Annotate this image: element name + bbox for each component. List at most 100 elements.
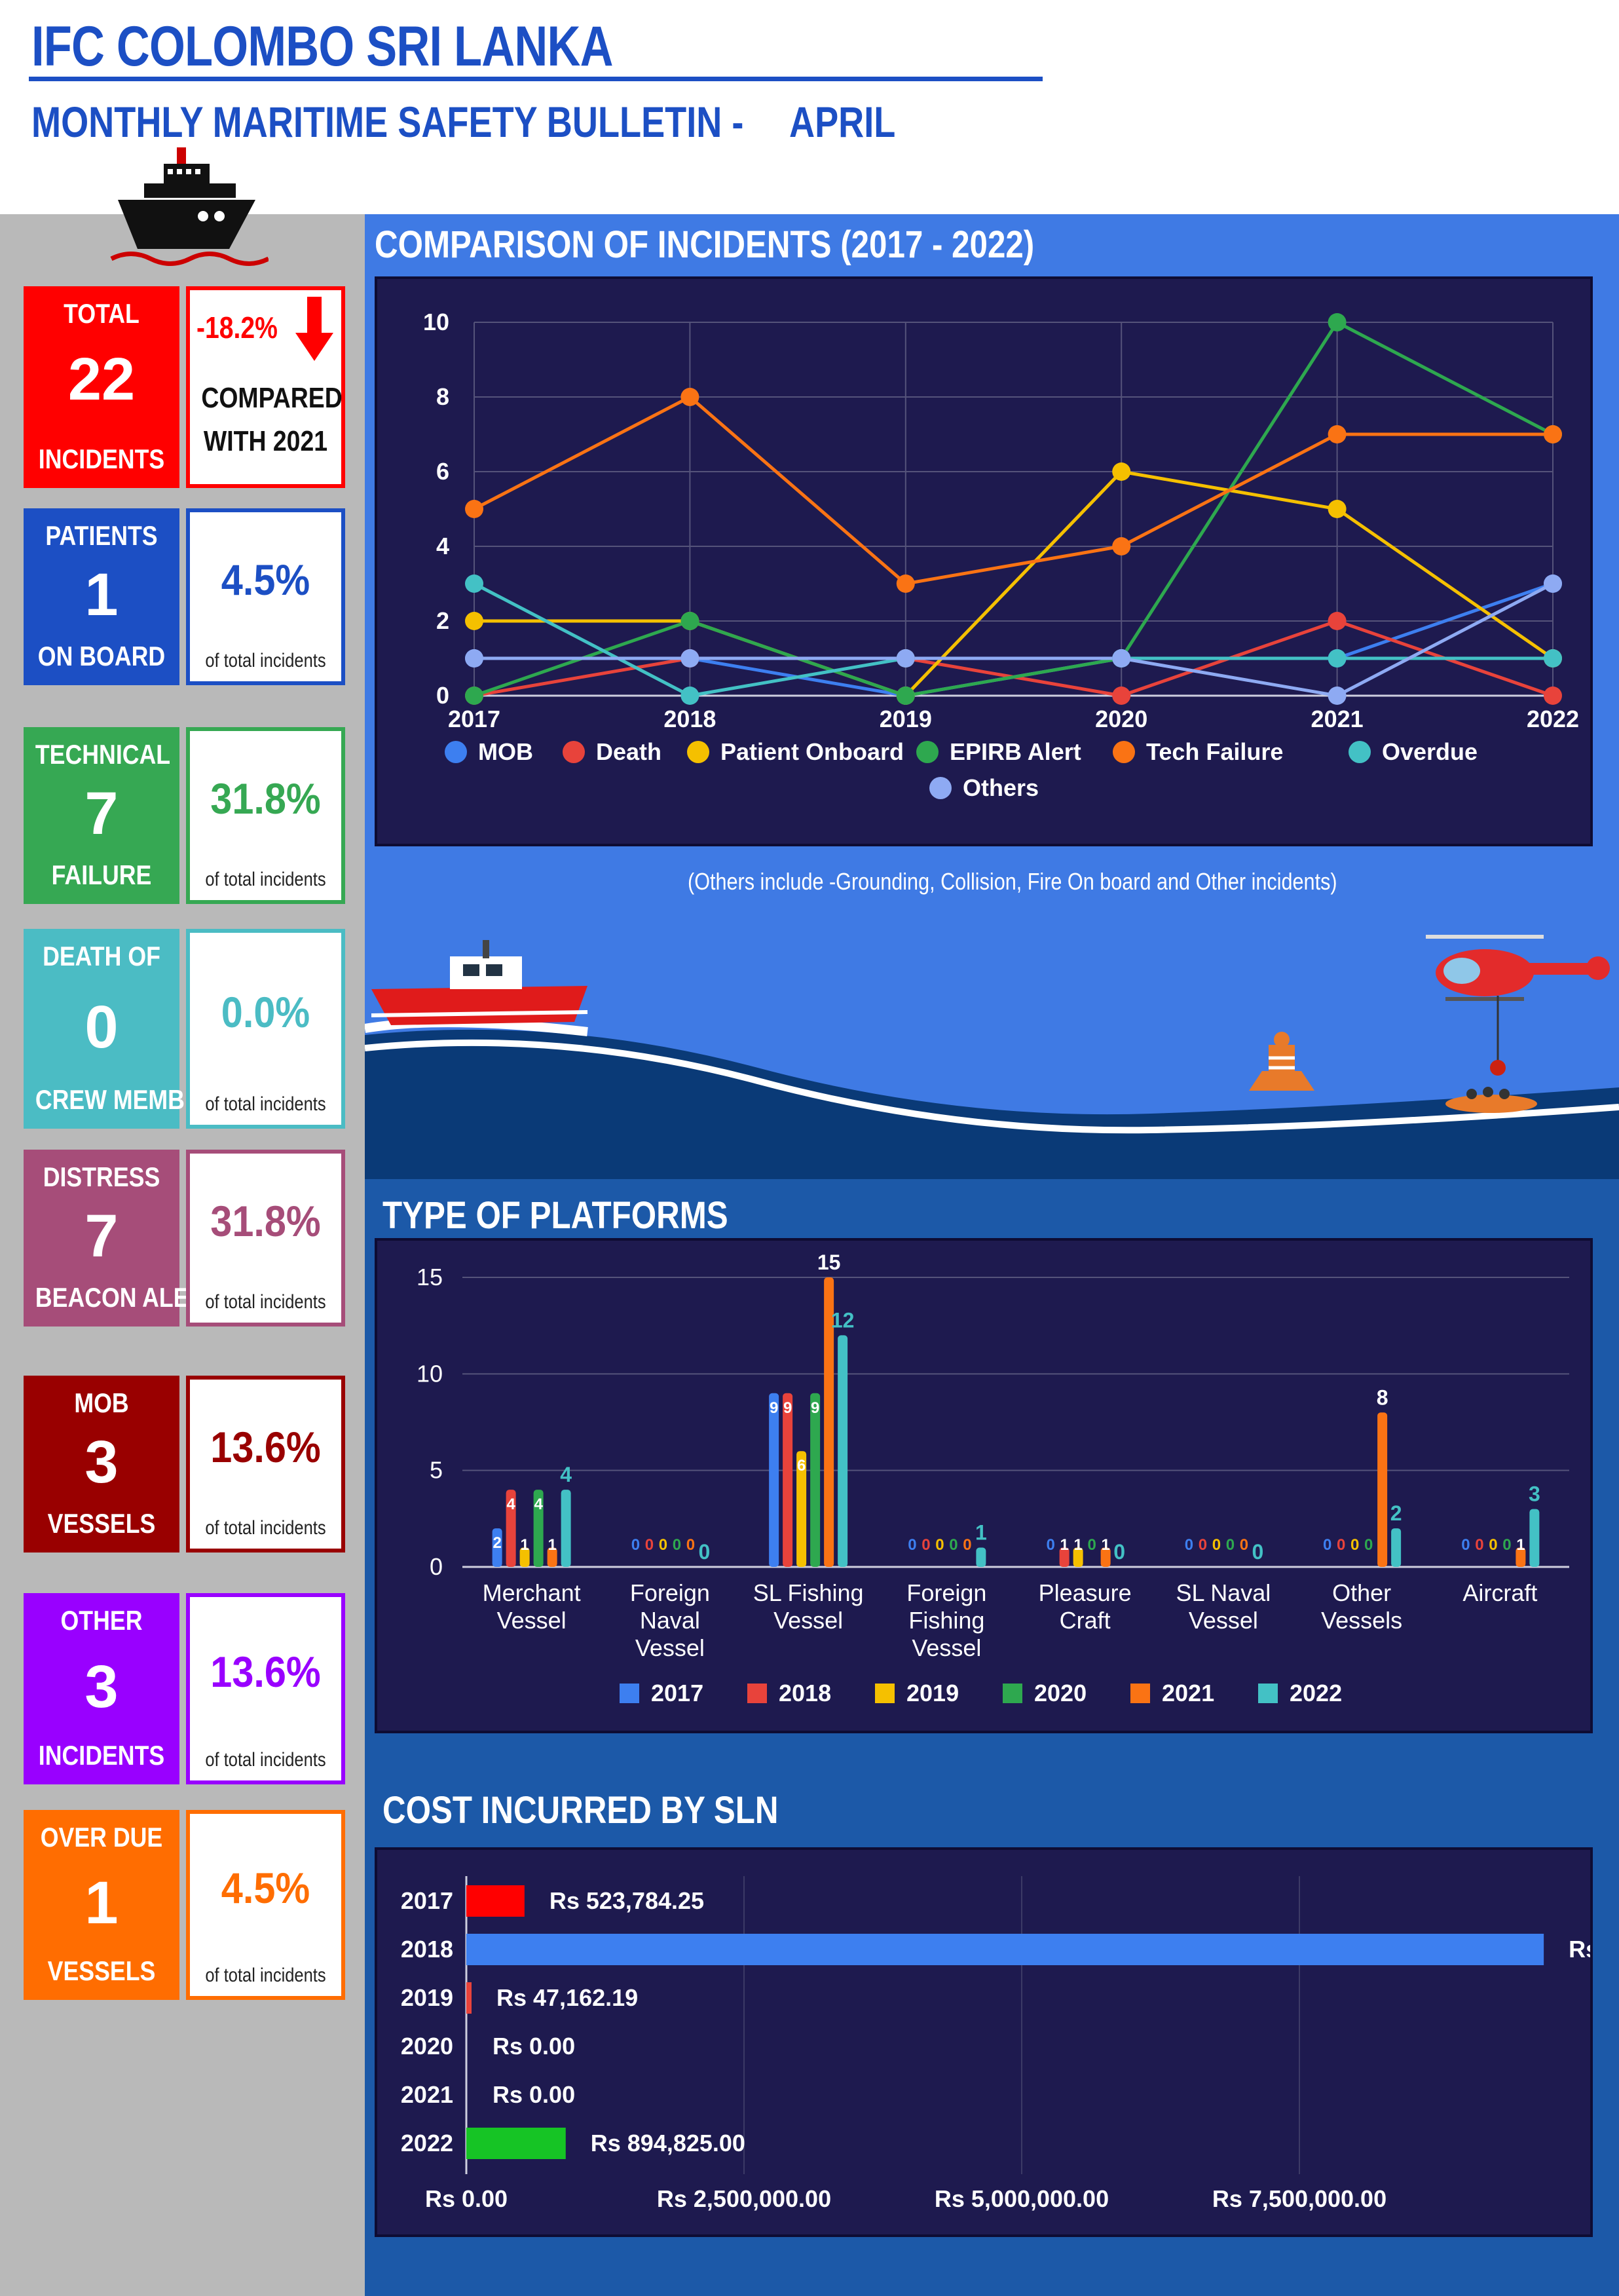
category-label: Craft	[1060, 1607, 1111, 1634]
cost-label: Rs 0.00	[493, 2033, 575, 2060]
category-label: Vessel	[912, 1634, 981, 1661]
card-death-number: 0	[84, 993, 119, 1061]
bar	[796, 1451, 807, 1567]
data-point	[1328, 649, 1347, 668]
bar	[838, 1335, 848, 1567]
data-point	[896, 649, 915, 668]
helicopter-icon	[1426, 935, 1610, 1076]
y-category-label: 2021	[401, 2081, 453, 2108]
legend-swatch	[747, 1684, 767, 1703]
comparison-title: COMPARISON OF INCIDENTS (2017 - 2022)	[375, 223, 1035, 266]
category-label: Merchant	[483, 1579, 581, 1606]
legend-swatch	[1003, 1684, 1022, 1703]
y-tick-label: 10	[423, 309, 449, 335]
data-label: 0	[1350, 1536, 1359, 1554]
card-overdue-number: 1	[84, 1870, 119, 1936]
data-label: 1	[1516, 1536, 1525, 1554]
legend-swatch	[1130, 1684, 1150, 1703]
data-label: 0	[1364, 1536, 1373, 1554]
bar	[492, 1528, 502, 1567]
legend-label: 2021	[1162, 1680, 1214, 1706]
data-label: 0	[1323, 1536, 1331, 1554]
rescue-boat-icon	[371, 940, 588, 1025]
cost-chart-panel: Rs 0.00 Rs 2,500,000.00 Rs 5,000,000.00 Rs …	[375, 1847, 1599, 2237]
card-death-percent: 0.0%	[221, 987, 310, 1036]
data-point	[465, 649, 483, 668]
card-technical-number: 7	[84, 780, 119, 847]
y-tick-label: 8	[436, 383, 449, 410]
data-label: 0	[659, 1536, 667, 1554]
card-distress-number: 7	[84, 1203, 119, 1270]
card-other-number: 3	[84, 1653, 119, 1720]
bar	[1073, 1547, 1083, 1567]
card-total-left: TOTAL 22 INCIDENTS	[24, 286, 179, 488]
legend-swatch	[1349, 741, 1371, 763]
data-point	[465, 574, 483, 593]
comparison-footnote: (Others include -Grounding, Collision, F…	[688, 868, 1337, 895]
card-distress-caption: BEACON ALERT	[35, 1282, 221, 1313]
x-tick-label: 2020	[1095, 706, 1147, 732]
bar	[1377, 1412, 1388, 1567]
data-point	[896, 574, 915, 593]
card-other-left: OTHER 3 INCIDENTS	[24, 1593, 179, 1784]
data-point	[1112, 462, 1131, 481]
card-total-label: TOTAL	[64, 298, 140, 329]
data-point	[896, 687, 915, 705]
data-label: 0	[1212, 1536, 1221, 1554]
data-label: 4	[560, 1463, 572, 1486]
data-label: 4	[506, 1496, 515, 1513]
data-label: 0	[1502, 1536, 1511, 1554]
data-point	[1544, 425, 1562, 443]
bar	[824, 1277, 834, 1567]
cost-bar	[466, 1982, 472, 2014]
card-mob-label: MOB	[74, 1387, 129, 1418]
data-label: 1	[520, 1536, 529, 1554]
legend-label: 2019	[906, 1680, 959, 1706]
card-death-label: DEATH OF	[43, 941, 160, 971]
data-label: 1	[548, 1536, 556, 1554]
bar	[810, 1393, 821, 1567]
legend-swatch	[916, 741, 939, 763]
data-label: 0	[1046, 1536, 1054, 1554]
card-patients-caption: ON BOARD	[37, 641, 166, 671]
card-overdue-caption: VESSELS	[47, 1955, 156, 1986]
bar	[1391, 1528, 1402, 1567]
card-patients-right: 4.5% of total incidents	[186, 508, 345, 685]
card-death-note: of total incidents	[205, 1093, 326, 1115]
card-overdue-percent: 4.5%	[221, 1864, 310, 1912]
legend-label: Overdue	[1382, 738, 1478, 765]
card-total-change: -18.2%	[196, 311, 278, 345]
data-label: 9	[811, 1399, 819, 1417]
data-label: 1	[1073, 1536, 1082, 1554]
y-tick-label: 0	[436, 682, 449, 709]
data-label: 0	[949, 1536, 958, 1554]
category-label: SL Naval	[1176, 1579, 1271, 1606]
data-label: 2	[493, 1534, 501, 1552]
y-category-label: 2019	[401, 1984, 453, 2011]
bar	[783, 1393, 793, 1567]
category-label: Naval	[640, 1607, 700, 1634]
card-distress-note: of total incidents	[205, 1291, 326, 1313]
data-point	[1112, 687, 1131, 705]
y-tick-label: 4	[436, 533, 449, 559]
category-label: Other	[1332, 1579, 1391, 1606]
platforms-bar-chart: 051015MerchantVessel241414ForeignNavalVe…	[417, 1251, 1569, 1706]
data-label: 0	[698, 1540, 710, 1564]
y-tick-label: 2	[436, 607, 449, 634]
cost-label: Rs 47,162.19	[496, 1984, 638, 2011]
data-point	[680, 687, 699, 705]
y-category-label: 2017	[401, 1887, 453, 1914]
data-label: 0	[1113, 1540, 1125, 1564]
data-point	[465, 500, 483, 518]
legend-swatch	[445, 741, 467, 763]
card-other-right: 13.6% of total incidents	[186, 1593, 345, 1784]
legend-label: 2022	[1290, 1680, 1342, 1706]
comparison-line-chart: 0 2 4 6 8 10 2017 2018 2019 2020 2021 2022 MOB Death P…	[423, 309, 1579, 801]
data-label: 8	[1377, 1385, 1388, 1409]
card-mob-note: of total incidents	[205, 1517, 326, 1539]
data-label: 0	[686, 1536, 695, 1554]
data-point	[1328, 612, 1347, 630]
card-patients-label: PATIENTS	[45, 520, 158, 551]
bar	[1100, 1547, 1111, 1567]
y-category-label: 2022	[401, 2130, 453, 2156]
